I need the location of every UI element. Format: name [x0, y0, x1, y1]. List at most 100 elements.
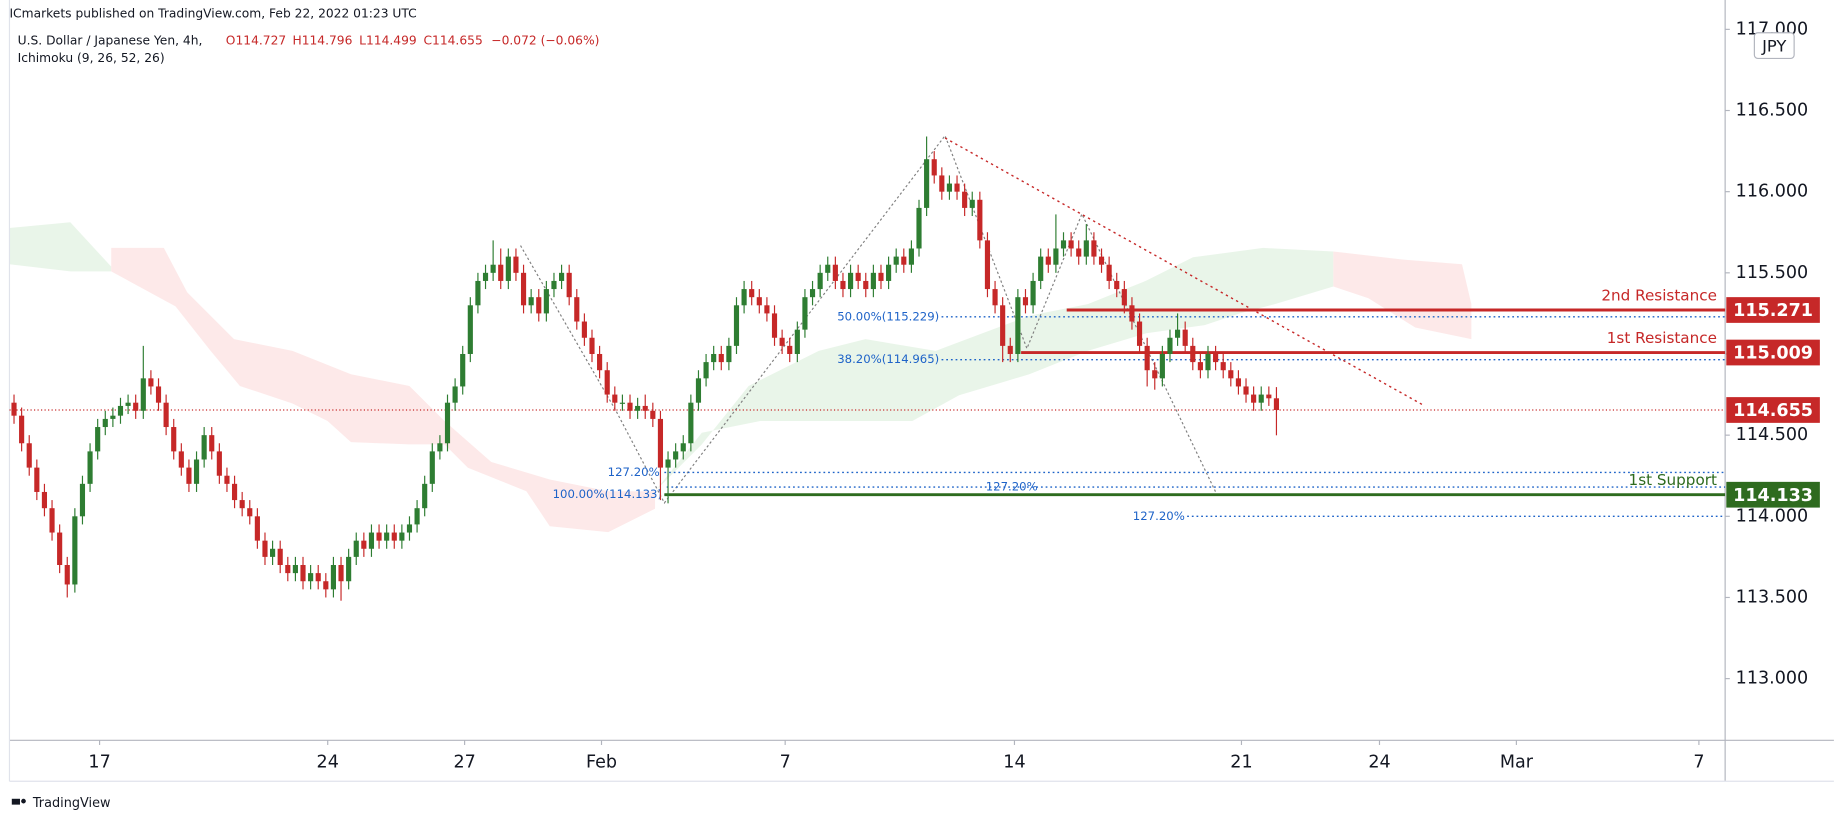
candle-body [886, 264, 892, 281]
candle-body [368, 532, 375, 549]
candle-body [79, 483, 86, 517]
candle-body [619, 402, 625, 404]
candle-body [741, 289, 747, 306]
candle-body [163, 402, 169, 428]
candle-body [977, 199, 983, 241]
candle-body [422, 483, 428, 509]
candle-body [764, 305, 770, 314]
candle-body [520, 272, 527, 306]
candle-body [627, 402, 633, 411]
candle-body [148, 378, 154, 387]
candle-body [224, 475, 230, 484]
candle-body [665, 459, 671, 468]
candle-body [323, 581, 329, 590]
candle-body [452, 386, 458, 403]
candle-body [650, 410, 656, 419]
candle-body [703, 362, 709, 379]
candle-body [277, 548, 283, 566]
candle-body [338, 565, 344, 582]
candle-body [49, 508, 55, 533]
candle-body [1091, 240, 1097, 257]
candle-body [1235, 378, 1241, 387]
y-tick-label: 116.000 [1736, 182, 1808, 202]
candle-body [802, 297, 808, 330]
candle-body [376, 532, 382, 541]
x-tick-label: 24 [1368, 753, 1390, 773]
logo-mark [21, 798, 26, 804]
candle-body [34, 467, 40, 492]
candle-body [992, 289, 998, 306]
candle-body [460, 353, 466, 387]
candle-body [216, 451, 222, 476]
candle-body [1098, 256, 1105, 265]
candle-body [946, 183, 953, 192]
candle-body [498, 264, 504, 281]
candle-body [1038, 256, 1044, 281]
y-tick-label: 115.500 [1736, 263, 1808, 283]
level-label: 1st Resistance [1607, 329, 1717, 347]
candle-body [330, 565, 337, 590]
candle-body [57, 532, 63, 566]
level-label: 1st Support [1629, 471, 1717, 489]
candle-body [1136, 321, 1143, 346]
candle-body [353, 540, 359, 557]
candles [11, 136, 1280, 601]
candle-body [543, 289, 549, 314]
x-tick-label: 24 [317, 753, 339, 773]
publisher: ICmarkets published on TradingView.com, … [9, 7, 416, 21]
candle-body [794, 329, 800, 354]
candle-body [186, 467, 192, 484]
candle-body [1015, 297, 1021, 354]
cloud-red [1333, 251, 1472, 340]
x-tick-label: 7 [1693, 753, 1704, 773]
candle-body [384, 532, 390, 541]
x-tick-label: Mar [1500, 753, 1534, 773]
y-tick-label: 114.000 [1736, 506, 1808, 526]
candle-body [1060, 240, 1067, 249]
candle-body [711, 353, 717, 363]
candle-body [1022, 297, 1029, 306]
candle-body [171, 427, 177, 452]
candle-body [475, 280, 481, 306]
y-tick-label: 113.500 [1736, 587, 1808, 607]
candle-body [1129, 305, 1135, 322]
candle-body [361, 540, 367, 549]
candle-body [574, 297, 580, 322]
candle-body [870, 272, 876, 290]
candle-body [901, 256, 907, 265]
candle-body [536, 297, 542, 314]
candle-body [551, 280, 557, 290]
candle-body [64, 565, 70, 585]
candle-body [1205, 353, 1211, 371]
x-tick-label: 7 [780, 753, 791, 773]
candle-body [1000, 305, 1006, 346]
candle-body [840, 280, 846, 290]
candle-body [437, 443, 443, 452]
candle-body [513, 256, 519, 273]
candle-body [1045, 256, 1051, 265]
level-value: 115.009 [1733, 344, 1813, 364]
candle-body [604, 370, 610, 395]
fib-label: 127.20% [986, 480, 1038, 494]
candle-body [635, 405, 641, 411]
cloud-green [9, 222, 112, 272]
candle-body [87, 451, 93, 484]
candle-body [72, 516, 78, 585]
candle-body [581, 321, 587, 338]
candle-body [771, 313, 778, 338]
candle-body [11, 402, 17, 416]
level-value: 114.133 [1733, 486, 1813, 506]
candle-body [1175, 329, 1181, 338]
candle-body [863, 280, 869, 290]
level-box [1726, 339, 1820, 366]
plot: 113.000113.500114.000114.500115.000115.5… [9, 19, 1820, 773]
fib-label: 100.00%(114.133) [553, 487, 662, 501]
ohlc-low: L114.499 [359, 33, 417, 47]
candle-body [490, 264, 496, 273]
x-tick-label: 21 [1230, 753, 1252, 773]
candle-body [414, 508, 420, 525]
ohlc-open: O114.727 [226, 33, 286, 47]
candle-body [642, 405, 648, 411]
candle-body [125, 402, 131, 406]
fib-label: 38.20%(114.965) [837, 352, 939, 366]
